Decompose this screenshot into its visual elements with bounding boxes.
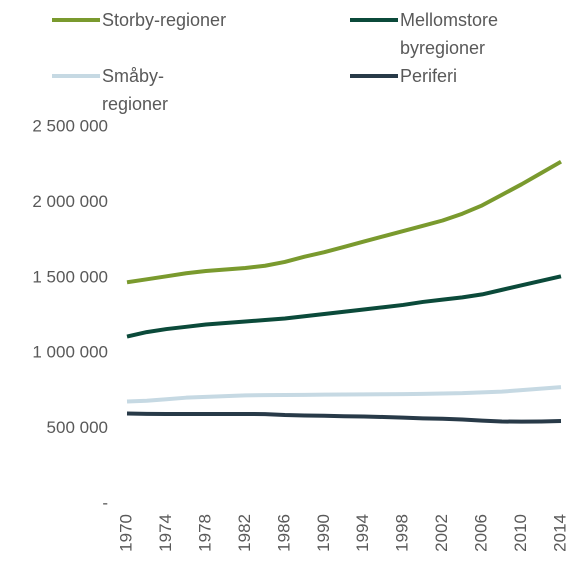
legend-label: Mellomstore byregioner bbox=[400, 10, 499, 58]
x-tick-label: 1998 bbox=[393, 514, 412, 552]
x-tick-label: 2006 bbox=[472, 514, 491, 552]
legend-swatch bbox=[52, 18, 100, 22]
y-tick-label: 2 000 000 bbox=[32, 192, 108, 211]
y-tick-label: 1 000 000 bbox=[32, 343, 108, 362]
legend-swatch bbox=[350, 18, 398, 22]
legend-label: Periferi bbox=[400, 66, 458, 86]
x-tick-label: 2002 bbox=[432, 514, 451, 552]
x-tick-label: 1982 bbox=[235, 514, 254, 552]
x-tick-label: 2014 bbox=[550, 514, 569, 552]
x-tick-label: 1970 bbox=[116, 514, 135, 552]
x-tick-label: 1974 bbox=[156, 514, 175, 552]
series-line bbox=[126, 411, 562, 424]
y-tick-label: 1 500 000 bbox=[32, 267, 108, 286]
legend-swatch bbox=[350, 74, 398, 78]
y-tick-label: 500 000 bbox=[47, 418, 108, 437]
series-line bbox=[126, 385, 562, 404]
y-tick-label: - bbox=[102, 493, 108, 512]
legend-label: Småby-regioner bbox=[102, 66, 169, 114]
x-tick-label: 1986 bbox=[274, 514, 293, 552]
x-tick-label: 1994 bbox=[353, 514, 372, 552]
y-tick-label: 2 500 000 bbox=[32, 116, 108, 135]
x-tick-label: 2010 bbox=[511, 514, 530, 552]
series-line bbox=[126, 159, 562, 285]
legend-swatch bbox=[52, 74, 100, 78]
series-line bbox=[126, 274, 562, 339]
x-tick-label: 1990 bbox=[314, 514, 333, 552]
x-tick-label: 1978 bbox=[195, 514, 214, 552]
legend-label: Storby-regioner bbox=[102, 10, 227, 30]
